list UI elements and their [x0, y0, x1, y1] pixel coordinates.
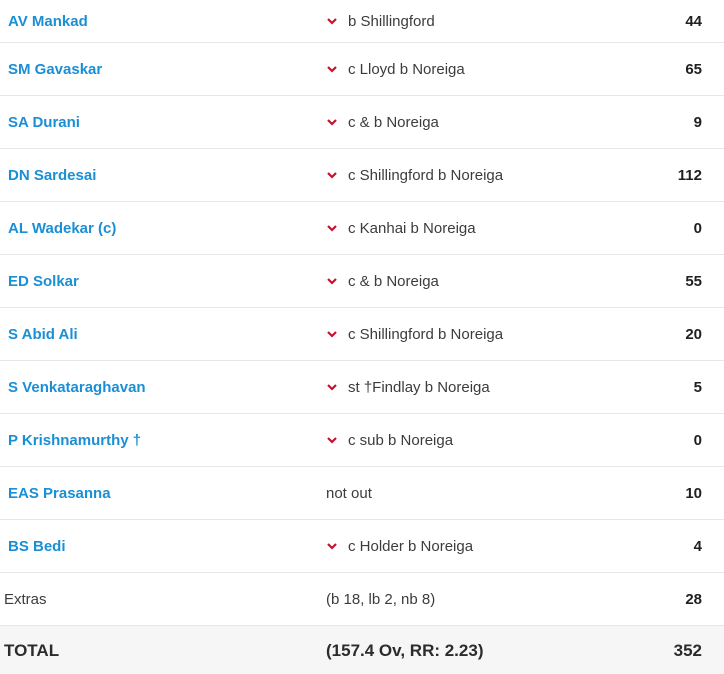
runs-value: 4 — [693, 537, 702, 555]
dismissal-cell: c Holder b Noreiga — [326, 538, 473, 555]
dismissal-text: c Shillingford b Noreiga — [348, 325, 504, 343]
dismissal-cell: b Shillingford — [326, 13, 435, 30]
batting-row: SM Gavaskar c Lloyd b Noreiga 65 — [0, 43, 724, 96]
dismissal-cell: c & b Noreiga — [326, 114, 439, 131]
batting-row: S Venkataraghavan st †Findlay b Noreiga … — [0, 361, 724, 414]
runs-value: 65 — [685, 60, 702, 78]
runs-value: 0 — [693, 219, 702, 237]
batsman-link[interactable]: SM Gavaskar — [8, 60, 103, 78]
batting-row: S Abid Ali c Shillingford b Noreiga 20 — [0, 308, 724, 361]
runs-value: 5 — [693, 378, 702, 396]
dismissal-cell: c Shillingford b Noreiga — [326, 167, 503, 184]
batting-row: AV Mankad b Shillingford 44 — [0, 0, 724, 43]
runs-value: 112 — [677, 166, 702, 184]
runs-value: 44 — [685, 12, 702, 30]
dismissal-cell: c sub b Noreiga — [326, 432, 453, 449]
total-label: TOTAL — [4, 640, 60, 660]
runs-value: 55 — [685, 272, 702, 290]
batsman-link[interactable]: S Venkataraghavan — [8, 378, 146, 396]
dismissal-text: st †Findlay b Noreiga — [348, 378, 490, 396]
dismissal-text: b Shillingford — [348, 12, 435, 30]
chevron-down-icon[interactable] — [326, 540, 338, 552]
chevron-down-icon[interactable] — [326, 169, 338, 181]
dismissal-cell: not out — [326, 485, 372, 502]
total-runs: 352 — [673, 640, 702, 660]
batsman-link[interactable]: AV Mankad — [8, 12, 88, 30]
extras-label: Extras — [4, 590, 47, 608]
dismissal-text: c Shillingford b Noreiga — [348, 166, 504, 184]
batsman-link[interactable]: DN Sardesai — [8, 166, 97, 184]
chevron-down-icon[interactable] — [326, 381, 338, 393]
chevron-down-icon[interactable] — [326, 222, 338, 234]
dismissal-text: c Kanhai b Noreiga — [348, 219, 476, 237]
batsman-link[interactable]: ED Solkar — [8, 272, 79, 290]
runs-value: 10 — [685, 484, 702, 502]
batting-row: BS Bedi c Holder b Noreiga 4 — [0, 520, 724, 573]
batsman-link[interactable]: BS Bedi — [8, 537, 66, 555]
chevron-down-icon[interactable] — [326, 434, 338, 446]
batsman-link[interactable]: SA Durani — [8, 113, 80, 131]
chevron-down-icon[interactable] — [326, 275, 338, 287]
chevron-down-icon[interactable] — [326, 328, 338, 340]
runs-value: 0 — [693, 431, 702, 449]
dismissal-cell: c & b Noreiga — [326, 273, 439, 290]
batsman-link[interactable]: P Krishnamurthy † — [8, 431, 142, 449]
chevron-down-icon[interactable] — [326, 15, 338, 27]
chevron-down-icon[interactable] — [326, 116, 338, 128]
dismissal-text: c & b Noreiga — [348, 272, 439, 290]
dismissal-cell: c Kanhai b Noreiga — [326, 220, 476, 237]
runs-value: 20 — [685, 325, 702, 343]
batting-row: ED Solkar c & b Noreiga 55 — [0, 255, 724, 308]
extras-detail: (b 18, lb 2, nb 8) — [326, 590, 436, 608]
dismissal-text: c Lloyd b Noreiga — [348, 60, 465, 78]
dismissal-text: c Holder b Noreiga — [348, 537, 474, 555]
batsman-link[interactable]: AL Wadekar (c) — [8, 219, 117, 237]
dismissal-cell: c Shillingford b Noreiga — [326, 326, 503, 343]
chevron-down-icon[interactable] — [326, 63, 338, 75]
batsman-link[interactable]: S Abid Ali — [8, 325, 78, 343]
batting-row: SA Durani c & b Noreiga 9 — [0, 96, 724, 149]
total-row: TOTAL (157.4 Ov, RR: 2.23) 352 — [0, 626, 724, 674]
batting-row: P Krishnamurthy † c sub b Noreiga 0 — [0, 414, 724, 467]
batting-row: EAS Prasanna not out 10 — [0, 467, 724, 520]
runs-value: 9 — [693, 113, 702, 131]
batsman-link[interactable]: EAS Prasanna — [8, 484, 111, 502]
dismissal-cell: st †Findlay b Noreiga — [326, 379, 490, 396]
extras-runs: 28 — [685, 590, 702, 608]
batting-row: AL Wadekar (c) c Kanhai b Noreiga 0 — [0, 202, 724, 255]
batting-row: DN Sardesai c Shillingford b Noreiga 112 — [0, 149, 724, 202]
dismissal-text: not out — [326, 484, 372, 502]
extras-row: Extras (b 18, lb 2, nb 8) 28 — [0, 573, 724, 626]
dismissal-text: c sub b Noreiga — [348, 431, 454, 449]
dismissal-cell: c Lloyd b Noreiga — [326, 61, 465, 78]
total-detail: (157.4 Ov, RR: 2.23) — [326, 640, 484, 660]
dismissal-text: c & b Noreiga — [348, 113, 439, 131]
